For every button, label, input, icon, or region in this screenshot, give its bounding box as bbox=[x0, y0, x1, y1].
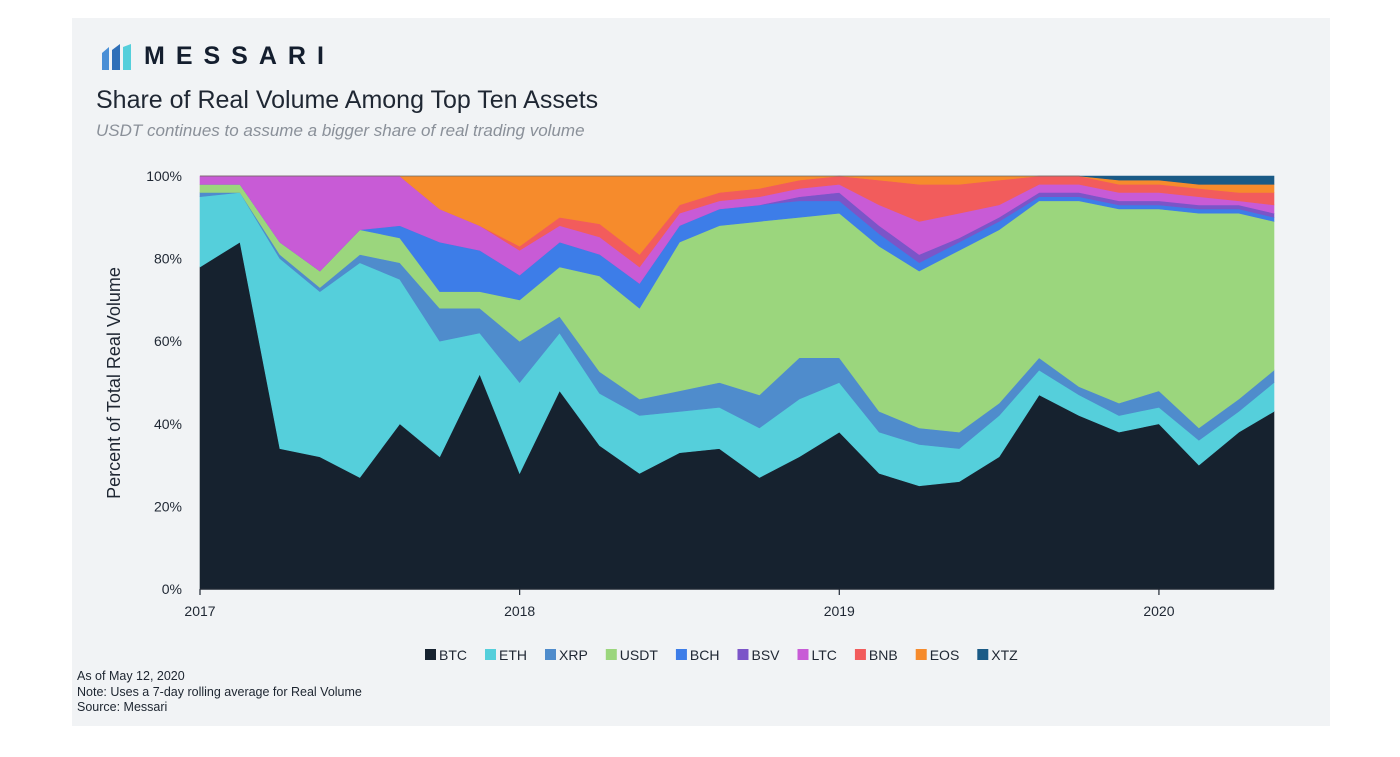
y-tick-label: 40% bbox=[154, 416, 182, 432]
x-tick-label: 2017 bbox=[184, 603, 215, 619]
x-tick-label: 2019 bbox=[824, 603, 855, 619]
source-note: Source: Messari bbox=[77, 700, 168, 714]
legend-swatch-eos bbox=[915, 649, 927, 660]
area-xtz bbox=[200, 175, 1275, 185]
y-axis-label: Percent of Total Real Volume bbox=[104, 267, 124, 499]
legend-swatch-eth bbox=[485, 649, 496, 660]
legend-label-ltc: LTC bbox=[812, 647, 837, 663]
y-tick-label: 80% bbox=[154, 251, 182, 267]
legend-swatch-bnb bbox=[854, 649, 866, 660]
messari-logo-icon bbox=[102, 43, 131, 70]
y-tick-label: 60% bbox=[154, 333, 182, 349]
legend-swatch-usdt bbox=[605, 649, 617, 660]
legend-label-eos: EOS bbox=[930, 647, 960, 663]
x-tick-label: 2018 bbox=[504, 603, 535, 619]
legend-label-usdt: USDT bbox=[620, 647, 659, 663]
chart-axes: 0% 20% 40% 60% 80% 100% 2017 2018 2019 2020 bbox=[146, 168, 1274, 619]
chart-subtitle: USDT continues to assume a bigger share … bbox=[96, 121, 585, 140]
legend-swatch-bsv bbox=[737, 649, 749, 660]
legend-label-bnb: BNB bbox=[869, 647, 898, 663]
legend-swatch-xrp bbox=[545, 649, 556, 660]
messari-logo: MESSARI bbox=[102, 42, 335, 71]
area-layers bbox=[199, 175, 1275, 590]
footnotes: As of May 12, 2020 Note: Uses a 7-day ro… bbox=[77, 669, 362, 716]
chart-legend: BTC ETH XRP USDT BCH BSV LTC BNB EOS XTZ bbox=[425, 647, 1018, 663]
y-tick-label: 0% bbox=[162, 581, 182, 597]
x-tick-label: 2020 bbox=[1143, 603, 1174, 619]
legend-label-xtz: XTZ bbox=[991, 647, 1018, 663]
y-tick-label: 100% bbox=[146, 168, 182, 184]
legend-swatch-ltc bbox=[797, 649, 809, 660]
legend-label-bsv: BSV bbox=[751, 647, 780, 663]
methodology-note: Note: Uses a 7-day rolling average for R… bbox=[77, 684, 362, 699]
as-of-note: As of May 12, 2020 bbox=[77, 669, 185, 683]
chart-title: Share of Real Volume Among Top Ten Asset… bbox=[96, 86, 599, 114]
legend-swatch-btc bbox=[425, 649, 436, 660]
legend-swatch-xtz bbox=[977, 649, 989, 660]
y-tick-label: 20% bbox=[154, 498, 182, 514]
legend-label-xrp: XRP bbox=[559, 647, 588, 663]
legend-swatch-bch bbox=[675, 649, 687, 660]
legend-label-btc: BTC bbox=[439, 647, 467, 663]
legend-label-bch: BCH bbox=[690, 647, 720, 663]
legend-label-eth: ETH bbox=[499, 647, 527, 663]
brand-name: MESSARI bbox=[144, 42, 335, 70]
